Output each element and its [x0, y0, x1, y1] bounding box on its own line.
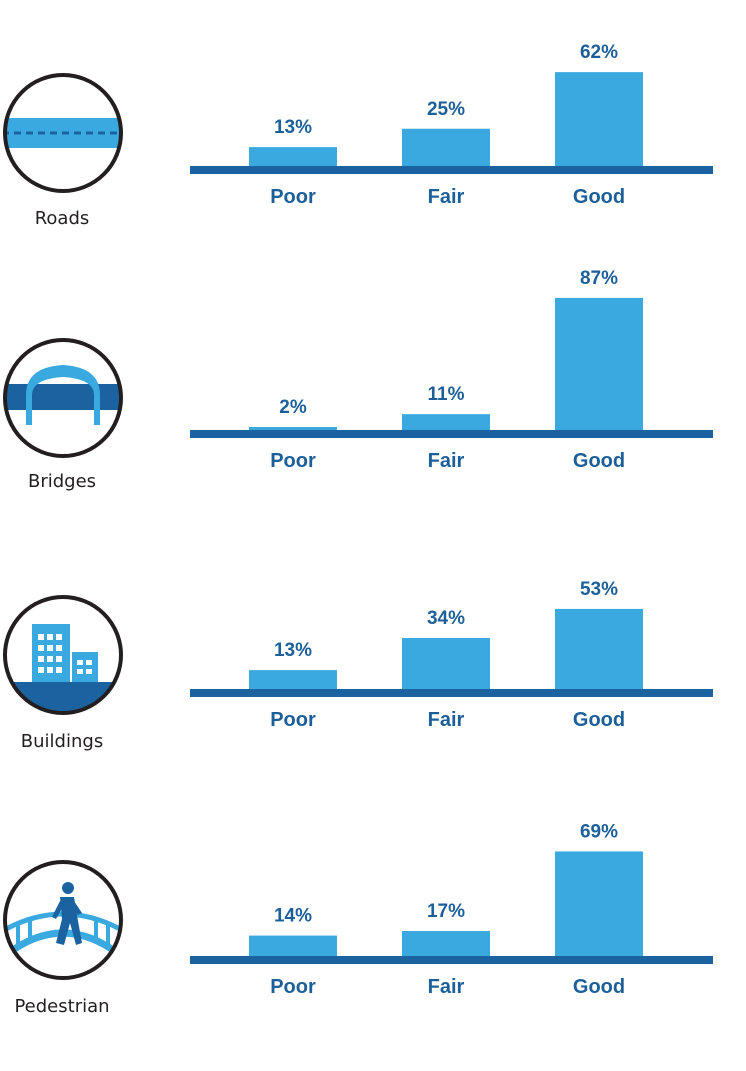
buildings-section: Buildings 13% Poor 34% Fair 53% Good	[0, 535, 746, 795]
pedestrian-icon	[2, 859, 124, 981]
bridges-category-label-poor: Poor	[270, 450, 316, 472]
chart-bridges: 2% Poor 11% Fair 87% Good	[190, 268, 713, 472]
chart-roads: 13% Poor 25% Fair 62% Good	[190, 42, 713, 208]
buildings-bar-good	[555, 608, 643, 690]
pedestrian-value-label-good: 69%	[580, 821, 618, 842]
icon-label-pedestrian: Pedestrian	[14, 996, 110, 1017]
buildings-bar-poor	[249, 670, 337, 690]
buildings-value-label-fair: 34%	[427, 608, 465, 629]
bridges-bar-fair	[402, 414, 490, 431]
buildings-category-label-poor: Poor	[270, 709, 316, 731]
buildings-category-label-good: Good	[573, 709, 625, 731]
chart-buildings: 13% Poor 34% Fair 53% Good	[190, 579, 713, 731]
bridge-icon	[2, 337, 124, 459]
bridges-bar-good	[555, 297, 643, 431]
buildings-value-label-poor: 13%	[274, 640, 312, 661]
building-icon	[2, 594, 124, 716]
roads-value-label-poor: 13%	[274, 117, 312, 138]
roads-bar-good	[555, 72, 643, 167]
roads-value-label-fair: 25%	[427, 99, 465, 120]
pedestrian-category-label-poor: Poor	[270, 976, 316, 998]
roads-baseline	[190, 166, 713, 174]
pedestrian-bar-poor	[249, 935, 337, 957]
roads-category-label-good: Good	[573, 186, 625, 208]
chart-pedestrian: 14% Poor 17% Fair 69% Good	[190, 821, 713, 998]
bridges-category-label-fair: Fair	[428, 450, 465, 472]
pedestrian-category-label-fair: Fair	[428, 976, 465, 998]
bridges-value-label-good: 87%	[580, 268, 618, 289]
pedestrian-value-label-poor: 14%	[274, 906, 312, 927]
roads-section: Roads 13% Poor 25% Fair 62% Good	[0, 0, 746, 260]
buildings-bar-fair	[402, 637, 490, 690]
roads-category-label-fair: Fair	[428, 186, 465, 208]
pedestrian-bar-good	[555, 851, 643, 957]
roads-value-label-good: 62%	[580, 42, 618, 63]
bridges-value-label-poor: 2%	[279, 397, 307, 418]
road-icon	[2, 72, 124, 194]
bridges-bar-poor	[249, 427, 337, 431]
bridges-section: Bridges 2% Poor 11% Fair 87% Good	[0, 265, 746, 525]
buildings-category-label-fair: Fair	[428, 709, 465, 731]
pedestrian-value-label-fair: 17%	[427, 901, 465, 922]
pedestrian-category-label-good: Good	[573, 976, 625, 998]
icon-label-bridges: Bridges	[27, 471, 97, 492]
roads-bar-poor	[249, 147, 337, 167]
icon-label-roads: Roads	[34, 208, 90, 229]
roads-category-label-poor: Poor	[270, 186, 316, 208]
icon-label-buildings: Buildings	[20, 731, 104, 752]
pedestrian-baseline	[190, 956, 713, 964]
roads-bar-fair	[402, 128, 490, 167]
bridges-category-label-good: Good	[573, 450, 625, 472]
bridges-baseline	[190, 430, 713, 438]
bridges-value-label-fair: 11%	[428, 384, 465, 405]
pedestrian-bar-fair	[402, 930, 490, 957]
pedestrian-section: Pedestrian 14% Poor 17% Fair 69% Good	[0, 800, 746, 1060]
buildings-value-label-good: 53%	[580, 579, 618, 600]
buildings-baseline	[190, 689, 713, 697]
